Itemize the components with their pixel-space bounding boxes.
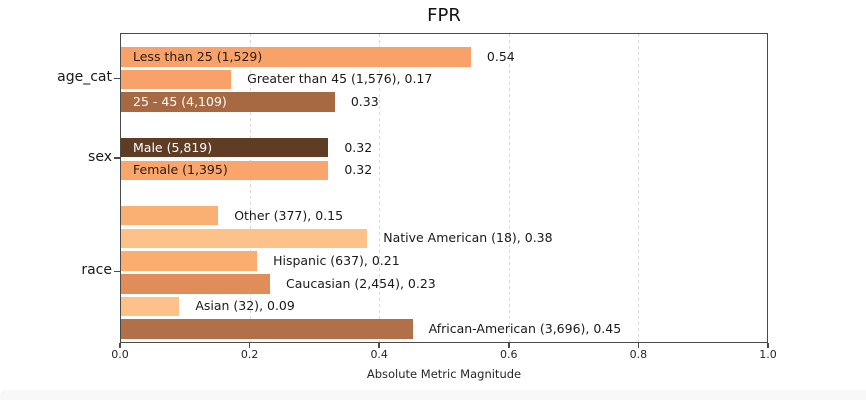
bar-annotation: Greater than 45 (1,576), 0.17 — [247, 71, 433, 87]
bar-male: Male (5,819) 0.32 — [121, 137, 372, 158]
bar-native-american: Native American (18), 0.38 — [121, 228, 553, 249]
gridline — [379, 34, 381, 342]
x-tick-label: 0.0 — [111, 348, 129, 361]
bar-asian: Asian (32), 0.09 — [121, 296, 295, 317]
bar-25-45: 25 - 45 (4,109) 0.33 — [121, 92, 379, 112]
bar-annotation: 0.33 — [350, 94, 379, 110]
x-tick-label: 1.0 — [759, 348, 777, 361]
x-tick-mark — [378, 343, 380, 348]
bar-hispanic: Hispanic (637), 0.21 — [121, 251, 400, 271]
bar-caucasian: Caucasian (2,454), 0.23 — [121, 274, 436, 294]
bar-annotation: 0.32 — [344, 162, 373, 178]
group-label-sex: sex — [88, 148, 112, 165]
bar-annotation: African-American (3,696), 0.45 — [428, 321, 622, 337]
x-tick-label: 0.2 — [240, 348, 259, 361]
gridline — [249, 34, 251, 342]
x-tick-mark — [508, 343, 510, 348]
x-tick-mark — [767, 343, 769, 348]
bar-african-american: African-American (3,696), 0.45 — [121, 319, 621, 339]
bar-less-than-25: Less than 25 (1,529) 0.54 — [121, 47, 515, 67]
chart-title: FPR — [427, 5, 461, 26]
x-tick-mark — [119, 343, 121, 348]
x-axis-label: Absolute Metric Magnitude — [366, 367, 522, 381]
y-tick-mark — [114, 270, 120, 273]
group-label-race: race — [81, 262, 112, 279]
x-tick-label: 0.4 — [370, 348, 388, 361]
bar-annotation: Native American (18), 0.38 — [383, 230, 553, 246]
page-bottom-strip — [0, 390, 866, 400]
x-tick-label: 0.6 — [500, 348, 518, 361]
x-tick-mark — [637, 343, 640, 348]
plot-area: Less than 25 (1,529) 0.54 Greater than 45 … — [120, 33, 768, 343]
bar-inside-label: 25 - 45 (4,109) — [133, 94, 227, 110]
gridline — [638, 34, 640, 342]
bar-female: Female (1,395) 0.32 — [121, 160, 372, 180]
bar-annotation: Caucasian (2,454), 0.23 — [286, 275, 436, 291]
x-tick-mark — [248, 343, 251, 348]
bar-inside-label: Less than 25 (1,529) — [133, 48, 263, 64]
y-tick-mark — [114, 157, 120, 159]
bar-greater-than-45: Greater than 45 (1,576), 0.17 — [121, 69, 432, 90]
y-tick-mark — [114, 77, 120, 80]
bar-inside-label: Male (5,819) — [133, 139, 213, 155]
bar-annotation: Asian (32), 0.09 — [195, 298, 295, 314]
bar-annotation: 0.32 — [344, 139, 373, 155]
group-label-age-cat: age_cat — [57, 69, 112, 86]
bar-annotation: Other (377), 0.15 — [234, 207, 344, 223]
bar-annotation: Hispanic (637), 0.21 — [273, 253, 400, 269]
bar-other: Other (377), 0.15 — [121, 205, 343, 226]
bar-inside-label: Female (1,395) — [133, 162, 228, 178]
x-tick-label: 0.8 — [629, 348, 648, 361]
gridline — [508, 34, 510, 342]
bar-annotation: 0.54 — [486, 48, 515, 64]
